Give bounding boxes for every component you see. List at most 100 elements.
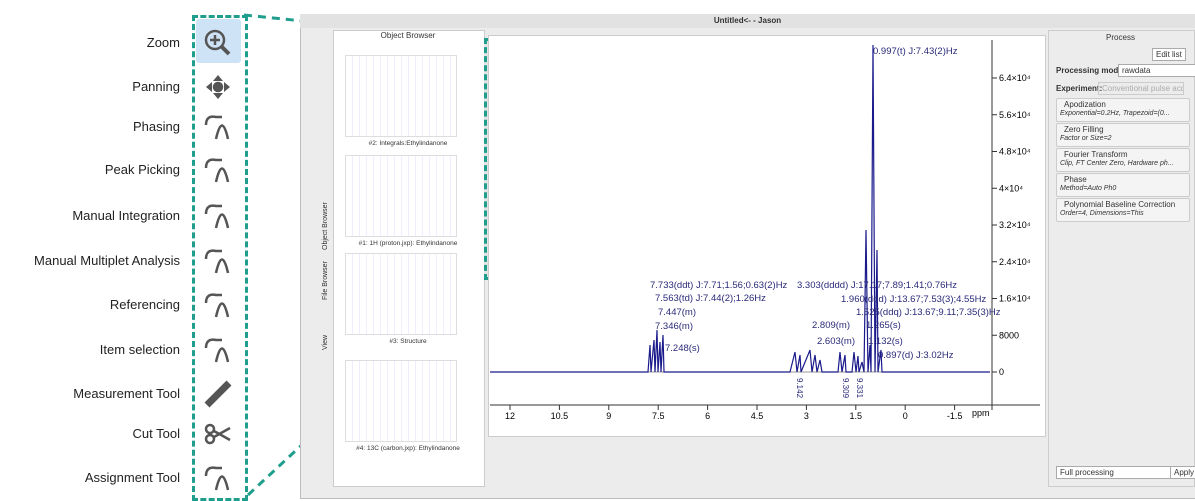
- ob-title: Object Browser: [380, 31, 436, 40]
- icon-part: [204, 204, 230, 229]
- step-name: Zero Filling: [1064, 125, 1104, 134]
- tool-icon: [204, 380, 232, 408]
- process-step[interactable]: [1056, 148, 1190, 172]
- x-tick-label: 7.5: [652, 411, 665, 421]
- x-tick-label: 4.5: [751, 411, 764, 421]
- ob-caption[interactable]: #2: Integrals:Ethylindanone: [368, 140, 448, 147]
- y-tick-label: 3.2×10⁴: [999, 220, 1031, 230]
- peak-label[interactable]: 2.809(m): [812, 320, 851, 331]
- x-tick-label: 1.5: [850, 411, 863, 421]
- tool-label[interactable]: Measurement Tool: [73, 386, 180, 401]
- tool-label[interactable]: Panning: [132, 79, 180, 94]
- ob-caption[interactable]: #3: Structure: [389, 338, 427, 345]
- integral-label: 9.309: [841, 378, 850, 399]
- mode-select[interactable]: rawdata: [1118, 64, 1195, 77]
- tool-label[interactable]: Cut Tool: [132, 426, 180, 441]
- y-tick-label: 4×10⁴: [999, 183, 1023, 193]
- apply-button[interactable]: Apply: [1170, 466, 1195, 479]
- process-title: Process: [1106, 33, 1135, 42]
- y-tick-label: 4.8×10⁴: [999, 147, 1031, 157]
- step-name: Polynomial Baseline Correction: [1064, 200, 1176, 209]
- peak-label[interactable]: 7.563(td) J:7.44(2);1.26Hz: [655, 293, 766, 304]
- exp-label: Experiment:: [1056, 84, 1103, 93]
- peak-label[interactable]: 1.265(s): [866, 320, 901, 331]
- tool-icon: [204, 158, 230, 183]
- icon-part: [204, 115, 230, 140]
- peak-label[interactable]: 1.132(s): [868, 336, 903, 347]
- x-tick-label: 9: [606, 411, 611, 421]
- process-step[interactable]: [1056, 173, 1190, 197]
- peak-label[interactable]: 0.997(t) J:7.43(2)Hz: [873, 46, 958, 57]
- peak-label[interactable]: 0.897(d) J:3.02Hz: [878, 350, 954, 361]
- icon-part: [204, 29, 226, 51]
- icon-part: [204, 158, 230, 183]
- ob-thumb: [345, 253, 457, 335]
- tool-label[interactable]: Zoom: [146, 35, 180, 50]
- tool-label[interactable]: Manual Integration: [72, 208, 180, 223]
- icon-part: [206, 75, 230, 99]
- tool-icon: [204, 249, 230, 274]
- y-tick-label: 8000: [999, 330, 1019, 340]
- step-name: Phase: [1064, 175, 1087, 184]
- step-detail: Exponential=0.2Hz, Trapezoid=(0...: [1060, 110, 1170, 117]
- step-detail: Method=Auto Ph0: [1060, 185, 1117, 192]
- tool-icon: [204, 204, 230, 229]
- icon-part: [210, 35, 220, 45]
- window-title: Untitled<- - Jason: [300, 14, 1195, 28]
- peak-label[interactable]: 7.733(ddt) J:7.71;1.56;0.63(2)Hz: [650, 280, 788, 291]
- tool-label[interactable]: Item selection: [99, 342, 180, 357]
- y-tick-label: 1.6×10⁴: [999, 294, 1031, 304]
- step-detail: Clip, FT Center Zero, Hardware ph...: [1060, 160, 1174, 167]
- step-detail: Factor or Size=2: [1060, 135, 1112, 142]
- y-tick-label: 5.6×10⁴: [999, 110, 1031, 120]
- ob-caption[interactable]: #1: 1H (proton.jxp): Ethylindanone: [358, 240, 458, 247]
- peak-label[interactable]: 7.447(m): [658, 307, 697, 318]
- tool-icon: [204, 293, 230, 318]
- x-tick-label: 0: [903, 411, 908, 421]
- tool-label[interactable]: Referencing: [109, 297, 180, 312]
- ob-thumb: [345, 360, 457, 442]
- icon-part: [204, 380, 232, 408]
- tool-label[interactable]: Assignment Tool: [84, 470, 180, 485]
- mode-label: Processing mode:: [1056, 66, 1126, 75]
- spectrum-trace: [490, 44, 990, 373]
- peak-label[interactable]: 3.303(dddd) J:17.17;7.89;1.41;0.76Hz: [797, 280, 958, 291]
- icon-part: [204, 433, 216, 445]
- x-tick-label: 6: [705, 411, 710, 421]
- peak-label[interactable]: 7.248(s): [665, 343, 700, 354]
- y-tick-label: 0: [999, 367, 1004, 377]
- exp-select[interactable]: Conventional pulse acq: [1098, 82, 1184, 95]
- tool-icon: [204, 466, 230, 491]
- step-name: Apodization: [1064, 100, 1106, 109]
- icon-part: [204, 466, 230, 491]
- icon-part: [213, 426, 231, 442]
- icon-part: [204, 423, 216, 435]
- footer-select[interactable]: Full processing: [1056, 466, 1174, 479]
- process-step[interactable]: [1056, 198, 1190, 222]
- peak-label[interactable]: 1.960(ddd) J:13.67;7.53(3);4.55Hz: [841, 294, 987, 305]
- tool-icon: [204, 29, 231, 56]
- icon-part: [204, 293, 230, 318]
- tool-label[interactable]: Peak Picking: [104, 162, 180, 177]
- process-step[interactable]: [1056, 123, 1190, 147]
- icon-part: [212, 81, 224, 93]
- ob-thumb: [345, 155, 457, 237]
- spectrum-panel: [488, 35, 1046, 437]
- peak-label[interactable]: 2.603(m): [817, 336, 856, 347]
- ob-thumb: [345, 55, 457, 137]
- tool-icon: [204, 338, 230, 363]
- edit-list[interactable]: Edit list: [1152, 48, 1186, 61]
- y-tick-label: 6.4×10⁴: [999, 73, 1031, 83]
- peak-label[interactable]: 1.525(ddq) J:13.67;9.11;7.35(3)Hz: [856, 307, 1001, 318]
- process-step[interactable]: [1056, 98, 1190, 122]
- tool-label[interactable]: Manual Multiplet Analysis: [34, 253, 180, 268]
- tool-icon: [206, 75, 230, 99]
- tool-label[interactable]: Phasing: [133, 119, 180, 134]
- x-tick-label: 3: [804, 411, 809, 421]
- icon-part: [204, 249, 230, 274]
- integral-label: 9.142: [795, 378, 804, 399]
- peak-label[interactable]: 7.346(m): [655, 321, 694, 332]
- x-tick-label: 12: [505, 411, 515, 421]
- ob-caption[interactable]: #4: 13C (carbon.jxp): Ethylindanone: [356, 445, 460, 452]
